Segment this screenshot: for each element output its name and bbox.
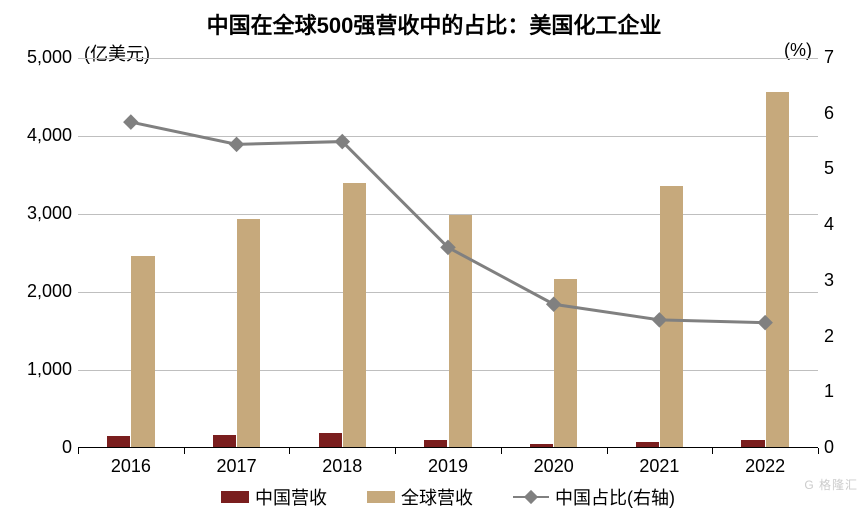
legend-item: 中国营收 [221, 484, 327, 510]
line-china-share [131, 122, 765, 323]
y-right-tick: 3 [824, 270, 834, 291]
line-marker [123, 114, 139, 130]
line-marker [229, 137, 245, 153]
x-tick [607, 448, 608, 454]
y-right-tick: 0 [824, 437, 834, 458]
legend: 中国营收 全球营收 中国占比(右轴) [78, 484, 818, 510]
legend-label: 中国占比(右轴) [555, 484, 675, 510]
x-tick [712, 448, 713, 454]
x-tick [501, 448, 502, 454]
x-tick [395, 448, 396, 454]
x-category-label: 2019 [395, 456, 501, 477]
legend-swatch [367, 491, 395, 503]
x-category-label: 2022 [712, 456, 818, 477]
y-right-tick: 1 [824, 381, 834, 402]
legend-item: 中国占比(右轴) [513, 484, 675, 510]
x-category-label: 2018 [289, 456, 395, 477]
line-marker [546, 296, 562, 312]
legend-label: 中国营收 [255, 484, 327, 510]
y-left-tick: 0 [62, 437, 72, 458]
plot-area [78, 58, 818, 448]
watermark: G 格隆汇 [804, 476, 858, 493]
line-marker [652, 312, 668, 328]
x-category-label: 2016 [78, 456, 184, 477]
line-layer [78, 58, 818, 448]
x-tick [184, 448, 185, 454]
y-left-tick: 3,000 [27, 203, 72, 224]
y-right-tick: 4 [824, 214, 834, 235]
x-category-label: 2017 [184, 456, 290, 477]
legend-marker-icon [524, 490, 538, 504]
y-right-tick: 5 [824, 158, 834, 179]
x-axis [78, 447, 818, 448]
y-right-tick: 2 [824, 326, 834, 347]
y-left-tick: 4,000 [27, 125, 72, 146]
legend-label: 全球营收 [401, 484, 473, 510]
x-category-label: 2020 [501, 456, 607, 477]
x-tick [289, 448, 290, 454]
y-left-tick: 2,000 [27, 281, 72, 302]
x-category-label: 2021 [607, 456, 713, 477]
line-marker [757, 315, 773, 331]
chart-container: 中国在全球500强营收中的占比：美国化工企业 (亿美元) (%) 01,0002… [0, 0, 868, 523]
y-left-tick: 5,000 [27, 47, 72, 68]
legend-swatch [221, 491, 249, 503]
legend-line-icon [513, 496, 549, 498]
x-tick [78, 448, 79, 454]
y-left-tick: 1,000 [27, 359, 72, 380]
y-right-tick: 6 [824, 103, 834, 124]
chart-title: 中国在全球500强营收中的占比：美国化工企业 [0, 8, 868, 40]
y-right-tick: 7 [824, 47, 834, 68]
x-tick [818, 448, 819, 454]
legend-item: 全球营收 [367, 484, 473, 510]
